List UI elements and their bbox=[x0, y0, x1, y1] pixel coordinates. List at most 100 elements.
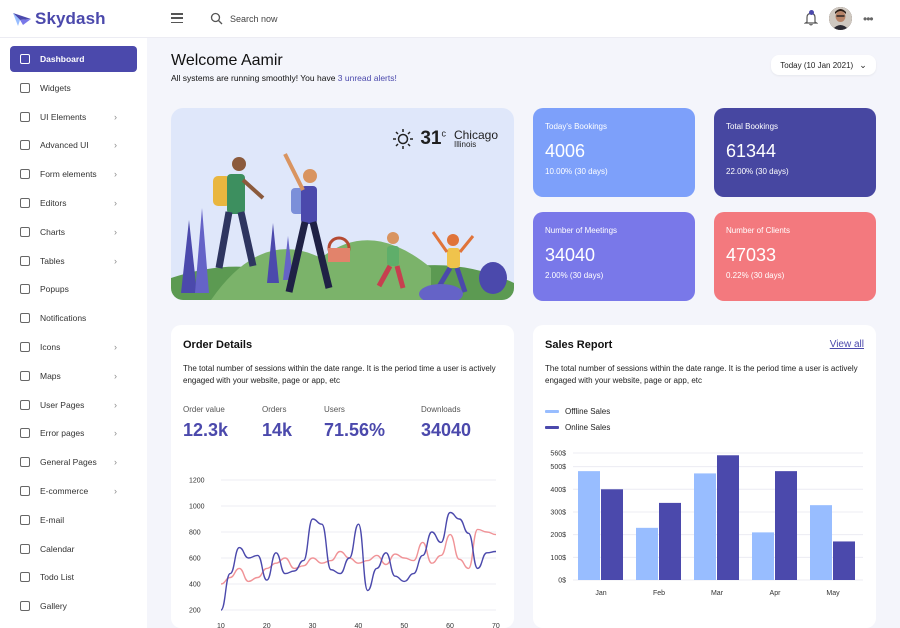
sidebar-item-label: Popups bbox=[40, 284, 69, 295]
sidebar-item-form-elements[interactable]: Form elements › bbox=[10, 161, 137, 187]
bar-mar-offline-sales bbox=[694, 473, 716, 580]
move-icon bbox=[20, 342, 30, 352]
order-details-card: Order Details The total number of sessio… bbox=[171, 325, 514, 628]
sidebar-item-label: Dashboard bbox=[40, 54, 85, 64]
unread-alerts-link[interactable]: 3 unread alerts! bbox=[337, 73, 397, 83]
temperature-unit: c bbox=[441, 128, 446, 139]
sidebar-item-tables[interactable]: Tables › bbox=[10, 248, 137, 274]
sidebar-item-label: E-mail bbox=[40, 514, 65, 525]
rotate-icon bbox=[20, 313, 30, 324]
sidebar-item-calendar[interactable]: Calendar bbox=[10, 536, 137, 562]
metric-order-value: Order value 12.3k bbox=[183, 405, 229, 440]
y-tick-label: 600 bbox=[189, 556, 201, 563]
sales-report-card: Sales Report View all The total number o… bbox=[533, 325, 876, 628]
order-line-chart: 200 400 600 800 1000 1200 10 20 30 40 50 60 70 bbox=[189, 478, 500, 628]
sidebar-item-maps[interactable]: Maps › bbox=[10, 363, 137, 389]
book-icon bbox=[20, 457, 30, 468]
sidebar-item-icons[interactable]: Icons › bbox=[10, 334, 137, 360]
date-range-button[interactable]: Today (10 Jan 2021) ⌄ bbox=[771, 55, 876, 75]
search-bar bbox=[210, 12, 350, 25]
legend-swatch bbox=[545, 410, 559, 413]
more-options-button[interactable]: ••• bbox=[863, 12, 874, 26]
line-series-0 bbox=[220, 511, 497, 611]
legend-online-sales: Online Sales bbox=[545, 423, 610, 432]
search-input[interactable] bbox=[230, 13, 350, 24]
sidebar-item-dashboard[interactable]: Dashboard bbox=[10, 46, 137, 72]
sidebar-item-label: Gallery bbox=[40, 601, 67, 612]
notification-dot bbox=[809, 10, 814, 15]
card-title: Order Details bbox=[183, 339, 253, 351]
sidebar-item-label: Todo List bbox=[40, 572, 75, 583]
mail-icon bbox=[20, 514, 30, 525]
subtitle-text: All systems are running smoothly! You ha… bbox=[171, 73, 338, 83]
x-tick-label: Feb bbox=[653, 590, 665, 597]
y-tick-label: 400 bbox=[189, 582, 201, 589]
stat-label: Today's Bookings bbox=[545, 122, 608, 131]
sidebar-item-widgets[interactable]: Widgets bbox=[10, 75, 137, 101]
top-navbar: Skydash ••• bbox=[0, 0, 900, 38]
sidebar-item-popups[interactable]: Popups bbox=[10, 276, 137, 302]
y-tick-label: 100$ bbox=[550, 555, 566, 562]
stat-change: 22.00% (30 days) bbox=[726, 167, 789, 176]
chevron-right-icon: › bbox=[114, 342, 117, 352]
stat-card-todays-bookings: Today's Bookings 4006 10.00% (30 days) bbox=[533, 108, 695, 197]
sidebar-item-label: User Pages bbox=[40, 399, 85, 410]
chevron-right-icon: › bbox=[114, 428, 117, 439]
sidebar-item-e-mail[interactable]: E-mail bbox=[10, 507, 137, 533]
welcome-title: Welcome Aamir bbox=[171, 52, 283, 69]
bar-apr-offline-sales bbox=[752, 532, 774, 580]
sidebar: Dashboard Widgets UI Elements › Advanced UI ›… bbox=[0, 38, 147, 628]
stat-value: 47033 bbox=[726, 245, 777, 265]
sidebar-item-label: Calendar bbox=[40, 543, 75, 554]
x-tick-label: 20 bbox=[263, 623, 271, 628]
sidebar-item-ui-elements[interactable]: UI Elements › bbox=[10, 104, 137, 130]
image-icon bbox=[20, 601, 30, 612]
stat-value: 34040 bbox=[545, 245, 596, 265]
card-title: Sales Report bbox=[545, 339, 613, 351]
stat-change: 10.00% (30 days) bbox=[545, 167, 608, 176]
chevron-right-icon: › bbox=[114, 486, 117, 496]
view-all-link[interactable]: View all bbox=[829, 339, 864, 350]
sidebar-item-todo-list[interactable]: Todo List bbox=[10, 564, 137, 590]
sidebar-item-gallery[interactable]: Gallery bbox=[10, 593, 137, 619]
location: Chicago Illinois bbox=[454, 129, 498, 149]
chevron-right-icon: › bbox=[114, 169, 117, 180]
sidebar-item-charts[interactable]: Charts › bbox=[10, 219, 137, 245]
sidebar-item-notifications[interactable]: Notifications bbox=[10, 305, 137, 331]
sidebar-item-advanced-ui[interactable]: Advanced UI › bbox=[10, 132, 137, 158]
stat-label: Total Bookings bbox=[726, 122, 779, 131]
y-tick-label: 400$ bbox=[550, 487, 566, 494]
chevron-right-icon: › bbox=[114, 226, 117, 237]
sun-icon bbox=[393, 129, 414, 149]
stat-label: Number of Clients bbox=[726, 226, 791, 235]
bar-feb-online-sales bbox=[659, 502, 681, 580]
chevron-right-icon: › bbox=[114, 399, 117, 410]
table-icon bbox=[20, 255, 30, 266]
city-name: Chicago bbox=[453, 128, 498, 142]
hiking-family-illustration bbox=[171, 153, 514, 300]
sidebar-item-general-pages[interactable]: General Pages › bbox=[10, 449, 137, 475]
sidebar-item-label: General Pages bbox=[40, 457, 97, 468]
user-avatar[interactable] bbox=[829, 7, 852, 30]
metric-users: Users 71.56% bbox=[324, 405, 386, 440]
state-name: Illinois bbox=[453, 140, 477, 149]
search-icon[interactable] bbox=[210, 12, 223, 25]
sidebar-item-editors[interactable]: Editors › bbox=[10, 190, 137, 216]
x-tick-label: 70 bbox=[492, 623, 500, 628]
sidebar-item-label: Charts bbox=[40, 226, 66, 237]
legend-swatch bbox=[545, 426, 559, 429]
sidebar-item-user-pages[interactable]: User Pages › bbox=[10, 392, 137, 418]
chevron-right-icon: › bbox=[114, 140, 117, 151]
metric-orders: Orders 14k bbox=[262, 405, 293, 440]
sidebar-item-label: Icons bbox=[40, 342, 61, 352]
x-tick-label: 40 bbox=[355, 623, 363, 628]
x-tick-label: 50 bbox=[400, 623, 408, 628]
y-tick-label: 800 bbox=[189, 530, 201, 537]
x-tick-label: Apr bbox=[770, 590, 782, 597]
sidebar-item-e-commerce[interactable]: E-commerce › bbox=[10, 478, 137, 504]
menu-toggle-button[interactable] bbox=[171, 13, 183, 23]
stat-label: Number of Meetings bbox=[545, 226, 618, 235]
app-logo[interactable]: Skydash bbox=[12, 9, 106, 29]
sidebar-item-error-pages[interactable]: Error pages › bbox=[10, 420, 137, 446]
user-icon bbox=[20, 399, 30, 410]
